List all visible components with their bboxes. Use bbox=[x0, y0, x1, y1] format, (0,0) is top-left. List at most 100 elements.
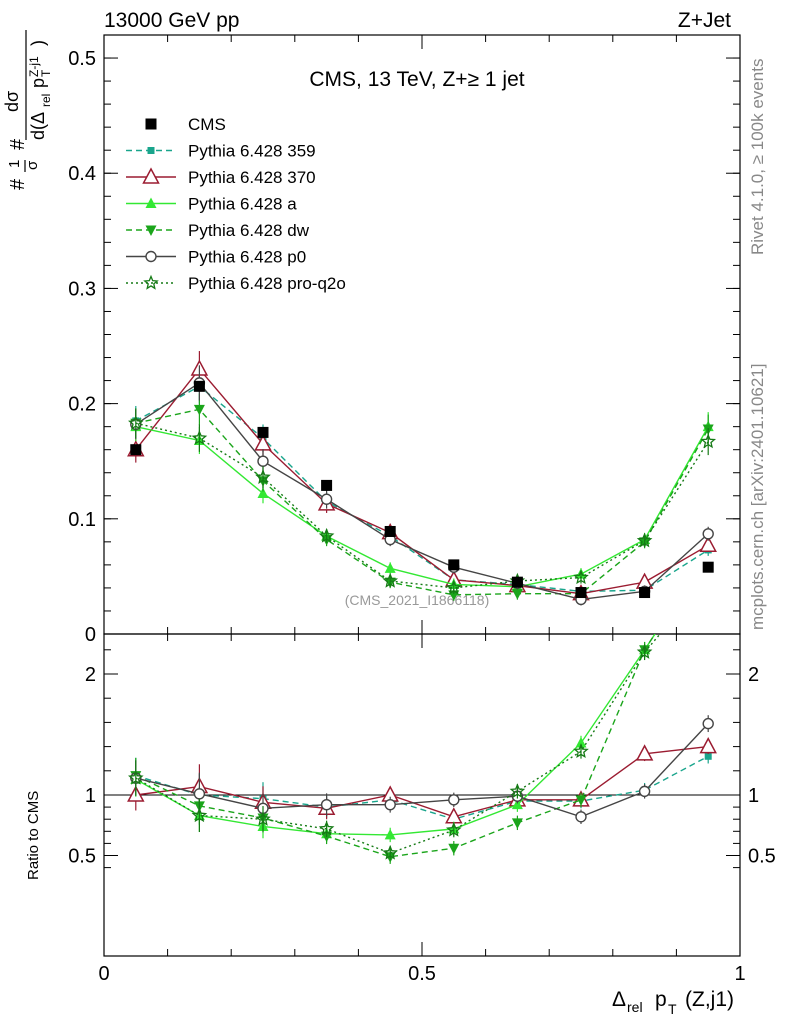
series-5-ratio-point bbox=[636, 643, 653, 659]
series-5-point bbox=[445, 579, 462, 595]
legend-entry: Pythia 6.428 359 bbox=[126, 142, 316, 161]
svg-text:rel: rel bbox=[39, 94, 53, 107]
series-3-ratio-line bbox=[135, 634, 656, 858]
legend-entry: Pythia 6.428 pro-q2o bbox=[126, 274, 346, 293]
x-label-delta: Δ bbox=[612, 988, 626, 1011]
legend-marker bbox=[147, 147, 155, 154]
series-5-ratio-point bbox=[318, 820, 335, 836]
series-2-point bbox=[257, 487, 269, 498]
svg-text:σ: σ bbox=[24, 160, 41, 170]
series-5-point bbox=[636, 532, 653, 548]
y-tick-label: 0.5 bbox=[68, 48, 96, 70]
mcplots-side-text: mcplots.cern.ch [arXiv:2401.10621] bbox=[748, 364, 767, 630]
legend-marker bbox=[142, 167, 160, 184]
y-tick-label: 0.3 bbox=[68, 278, 96, 300]
series-4-lower bbox=[130, 715, 714, 824]
legend-entry: Pythia 6.428 a bbox=[126, 195, 297, 214]
series-2-ratio-line bbox=[135, 634, 656, 836]
x-tick-label: 0 bbox=[98, 963, 109, 985]
data-point bbox=[130, 444, 142, 456]
legend-marker bbox=[145, 197, 157, 208]
data-point bbox=[193, 380, 205, 392]
data-point bbox=[639, 587, 651, 599]
series-5-ratio-point bbox=[446, 821, 462, 837]
svg-text:): ) bbox=[28, 40, 48, 46]
y-tick-label: 0 bbox=[85, 624, 96, 646]
series-1-ratio-point bbox=[635, 744, 654, 761]
series-3-line bbox=[135, 408, 709, 596]
series-0-upper bbox=[132, 368, 712, 598]
x-tick-label: 0.5 bbox=[408, 963, 436, 985]
rivet-side-text: Rivet 4.1.0, ≥ 100k events bbox=[748, 59, 767, 255]
series-4-ratio-point bbox=[320, 798, 333, 811]
series-3-point bbox=[511, 589, 523, 600]
legend-marker bbox=[145, 250, 157, 263]
ratio-tick-label-right: 0.5 bbox=[748, 846, 776, 868]
legend-entry: CMS bbox=[145, 115, 226, 134]
series-5-ratio-point bbox=[382, 844, 398, 860]
series-5-lower bbox=[128, 634, 661, 861]
series-3-ratio-point bbox=[575, 795, 587, 806]
legend-label: Pythia 6.428 359 bbox=[188, 142, 316, 161]
series-4-ratio-point bbox=[702, 717, 714, 730]
ratio-tick-label: 2 bbox=[85, 664, 96, 686]
x-tick-label: 1 bbox=[734, 963, 745, 985]
legend: CMS Pythia 6.428 359 Pythia 6.428 370 Pythi… bbox=[126, 115, 346, 293]
svg-text:Z-j1: Z-j1 bbox=[27, 56, 41, 77]
x-label-tail: (Z,j1) bbox=[685, 988, 734, 1011]
series-4-ratio-point bbox=[638, 785, 651, 798]
series-4-point bbox=[257, 455, 269, 467]
series-5-ratio-line bbox=[135, 634, 661, 854]
svg-text:1: 1 bbox=[6, 160, 23, 168]
legend-entry: Pythia 6.428 dw bbox=[126, 221, 310, 240]
series-4-point bbox=[702, 528, 714, 540]
series-4-point bbox=[320, 493, 333, 505]
series-1-point bbox=[699, 535, 717, 553]
series-5-upper bbox=[128, 408, 717, 595]
series-5-point bbox=[128, 415, 144, 430]
ratio-tick-label: 1 bbox=[85, 785, 96, 807]
data-point bbox=[321, 479, 333, 491]
series-2-upper bbox=[130, 412, 714, 593]
series-5-ratio-point bbox=[128, 769, 144, 785]
series-4-ratio-line bbox=[135, 723, 709, 818]
series-3-ratio-point bbox=[448, 843, 460, 855]
chart-title: CMS, 13 TeV, Z+≥ 1 jet bbox=[309, 68, 524, 91]
ratio-tick-label-right: 1 bbox=[748, 785, 759, 807]
series-2-ratio-point bbox=[511, 798, 523, 810]
legend-label: Pythia 6.428 pro-q2o bbox=[188, 274, 346, 293]
series-5-line bbox=[135, 422, 709, 589]
series-5-point bbox=[700, 433, 717, 449]
series-0-ratio-line bbox=[135, 755, 709, 820]
svg-text:#: # bbox=[7, 138, 29, 150]
series-4-ratio-point bbox=[384, 798, 396, 811]
y-axis-label-lower: Ratio to CMS bbox=[25, 791, 42, 880]
legend-label: Pythia 6.428 p0 bbox=[188, 248, 306, 267]
svg-text:d(Δ: d(Δ bbox=[28, 112, 48, 140]
series-5-point bbox=[382, 572, 398, 588]
y-axis-label-upper: # 1 σ # dσ d(Δ rel p T Z-j1 ) bbox=[2, 30, 53, 190]
legend-marker bbox=[145, 225, 157, 236]
series-5-ratio-point bbox=[573, 743, 589, 759]
series-2-ratio-point bbox=[575, 736, 587, 748]
series-1-line bbox=[135, 367, 709, 595]
data-point bbox=[511, 576, 523, 588]
data-point bbox=[257, 426, 269, 438]
header-right: Z+Jet bbox=[678, 9, 731, 32]
ratio-tick-label-right: 2 bbox=[748, 664, 759, 686]
series-5-point bbox=[255, 469, 271, 484]
series-5-point bbox=[573, 569, 589, 585]
series-1-upper bbox=[127, 351, 717, 601]
series-layer bbox=[127, 351, 717, 864]
data-point bbox=[702, 561, 714, 573]
series-4-ratio-point bbox=[448, 794, 460, 806]
legend-entry: Pythia 6.428 370 bbox=[126, 167, 316, 187]
svg-text:T: T bbox=[39, 69, 53, 77]
series-4-ratio-point bbox=[575, 811, 587, 823]
x-label-pt: T bbox=[668, 1001, 677, 1017]
series-5-point bbox=[318, 527, 335, 543]
legend-entry: Pythia 6.428 p0 bbox=[126, 248, 306, 267]
series-1-lower bbox=[127, 737, 717, 824]
series-2-line bbox=[135, 425, 709, 588]
